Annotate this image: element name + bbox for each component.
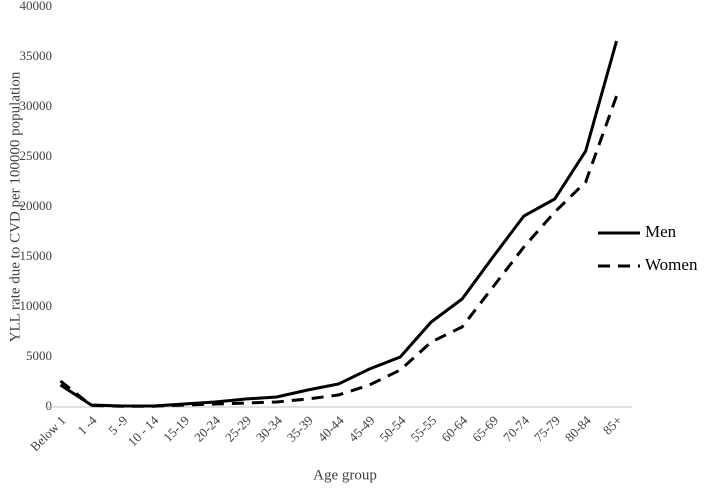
x-tick-label: 35-39: [284, 413, 316, 445]
y-tick-label: 25000: [20, 148, 53, 163]
y-tick-label: 35000: [20, 48, 53, 63]
x-tick-label: 75-79: [531, 413, 563, 445]
series-line: [59, 40, 618, 408]
y-tick-label: 40000: [20, 0, 53, 13]
x-tick-label: 50-54: [376, 412, 408, 444]
x-tick-label: 45-49: [346, 413, 378, 445]
series-line: [59, 95, 618, 408]
legend-label: Men: [645, 222, 677, 241]
x-tick-label: 30-34: [253, 412, 285, 444]
y-tick-label: 0: [46, 398, 53, 413]
y-tick-label: 10000: [20, 298, 53, 313]
x-tick-label: 25-29: [222, 413, 254, 445]
x-tick-label: 5 -9: [105, 413, 130, 438]
x-tick-label: 60-64: [438, 412, 470, 444]
y-tick-label: 30000: [20, 98, 53, 113]
x-tick-label: 40-44: [315, 412, 347, 444]
y-tick-label: 15000: [20, 248, 53, 263]
y-axis-title: YLL rate due to CVD per 100000 populatio…: [7, 71, 23, 342]
x-tick-label: 20-24: [191, 412, 223, 444]
x-axis-title: Age group: [313, 467, 377, 483]
y-tick-label: 5000: [26, 348, 52, 363]
x-tick-label: 55-55: [407, 413, 439, 445]
x-tick-label: 65-69: [469, 413, 501, 445]
x-tick-label: 70-74: [500, 412, 532, 444]
x-tick-label: 80-84: [562, 412, 594, 444]
x-tick-label: 10 - 14: [125, 412, 162, 449]
x-tick-label: 15-19: [160, 413, 192, 445]
x-tick-label: Below 1: [27, 413, 69, 455]
legend-label: Women: [645, 255, 698, 274]
x-tick-label: 1 -4: [74, 412, 100, 438]
x-tick-label: 85+: [600, 413, 625, 438]
y-tick-label: 20000: [20, 198, 53, 213]
